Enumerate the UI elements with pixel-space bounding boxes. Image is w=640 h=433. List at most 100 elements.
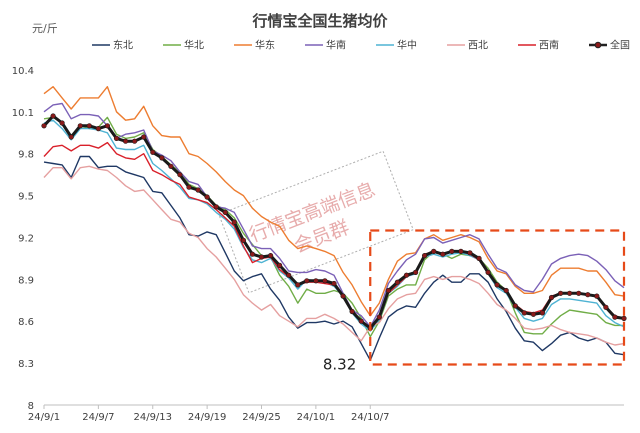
series-point-31: [313, 278, 319, 284]
series-point-13: [150, 149, 156, 155]
y-tick-label-6: 9.5: [18, 192, 34, 203]
legend-label-8: 全国: [610, 39, 630, 52]
series-point-23: [240, 237, 246, 243]
series-point-47: [458, 248, 464, 254]
series-point-22: [231, 219, 237, 225]
series-line-5: [43, 119, 625, 332]
series-point-58: [557, 290, 564, 296]
series-point-14: [159, 155, 165, 161]
x-tick-label-2: 24/9/7: [82, 412, 114, 423]
series-point-59: [566, 290, 573, 296]
series-point-54: [521, 310, 527, 316]
series-point-24: [249, 251, 255, 257]
series-point-2: [50, 113, 56, 119]
y-tick-label-4: 8.9: [18, 275, 34, 286]
series-point-11: [132, 138, 138, 144]
series-point-34: [340, 293, 346, 299]
series-point-10: [122, 138, 129, 144]
series-line-6: [43, 165, 625, 346]
y-tick-label-7: 9.8: [18, 150, 34, 161]
series-point-53: [512, 303, 518, 309]
series-point-61: [585, 292, 591, 298]
series-point-15: [168, 163, 174, 169]
legend-label-6: 西北: [468, 40, 488, 52]
series-point-12: [141, 134, 147, 140]
y-unit-label: 元/斤: [32, 22, 58, 35]
legend-label-7: 西南: [539, 39, 559, 52]
y-axis: 8 8.3 8.6 8.9 9.2 9.5 9.8 10.1 10.4: [12, 66, 34, 412]
series-point-48: [467, 250, 473, 256]
series-point-36: [358, 318, 364, 324]
series-point-43: [422, 253, 428, 259]
series-line-3: [43, 85, 625, 317]
series-point-6: [86, 123, 92, 129]
series-point-21: [222, 209, 228, 215]
legend-marker: [594, 41, 602, 49]
series-point-16: [177, 172, 183, 178]
min-annotation: 8.32: [323, 355, 356, 373]
series-point-65: [621, 315, 627, 322]
y-tick-label-9: 10.4: [12, 66, 34, 77]
highlight-box: [369, 229, 626, 366]
y-tick-label-8: 10.1: [12, 108, 34, 119]
series-point-52: [503, 287, 509, 294]
highlight-rect: [369, 229, 626, 366]
series-point-42: [413, 269, 419, 276]
series-point-49: [476, 255, 482, 262]
legend-label-3: 华东: [255, 39, 275, 52]
y-tick-label-1: 8: [28, 401, 34, 412]
x-tick-label-3: 24/9/13: [133, 412, 172, 423]
chart-title: 行情宝全国生猪均价: [251, 12, 388, 30]
series-point-63: [603, 304, 609, 310]
x-axis: 24/9/1 24/9/7 24/9/13 24/9/19 24/9/25 24/10/1…: [28, 404, 624, 423]
series-point-20: [213, 204, 219, 210]
series-point-18: [195, 187, 201, 193]
series-point-17: [186, 184, 192, 190]
series-point-3: [59, 120, 65, 126]
y-tick-label-2: 8.3: [18, 359, 34, 370]
series-point-8: [104, 123, 110, 129]
x-tick-label-6: 24/10/1: [297, 412, 336, 423]
series-point-45: [440, 251, 446, 257]
series-point-19: [204, 194, 210, 200]
series-point-62: [594, 293, 600, 299]
series-line-1: [43, 155, 625, 361]
min-value-label: 8.32: [323, 355, 356, 373]
series-point-41: [403, 272, 410, 278]
series-line-2: [43, 116, 624, 338]
legend: 东北 华北 华东 华南 华中 西北 西南 全国: [92, 39, 630, 52]
series-point-4: [68, 134, 74, 140]
series-point-60: [576, 290, 582, 296]
series-point-7: [95, 126, 101, 132]
series-point-5: [77, 123, 83, 129]
x-tick-label-7: 24/10/7: [351, 412, 390, 423]
series-point-44: [431, 248, 437, 254]
series-line-4: [43, 102, 625, 328]
series-point-56: [539, 310, 546, 316]
legend-label-1: 东北: [113, 39, 133, 52]
series-point-29: [295, 282, 301, 288]
series-point-39: [385, 287, 392, 294]
series-point-38: [376, 314, 382, 320]
series-point-30: [304, 278, 310, 284]
series-point-28: [286, 272, 292, 278]
series-point-26: [268, 253, 274, 259]
x-tick-label-4: 24/9/19: [188, 412, 227, 423]
series-point-33: [331, 280, 337, 287]
series-point-40: [394, 279, 401, 285]
series-point-35: [349, 308, 355, 315]
legend-label-2: 华北: [184, 39, 204, 52]
y-tick-label-3: 8.6: [18, 317, 34, 328]
series-point-9: [113, 135, 120, 141]
series-point-46: [449, 248, 455, 254]
series-lines: [41, 85, 627, 361]
series-point-64: [612, 314, 618, 320]
series-point-55: [530, 311, 537, 317]
x-tick-label-1: 24/9/1: [28, 412, 60, 423]
series-point-1: [41, 123, 47, 129]
legend-label-5: 华中: [397, 39, 417, 52]
series-point-32: [322, 278, 328, 284]
